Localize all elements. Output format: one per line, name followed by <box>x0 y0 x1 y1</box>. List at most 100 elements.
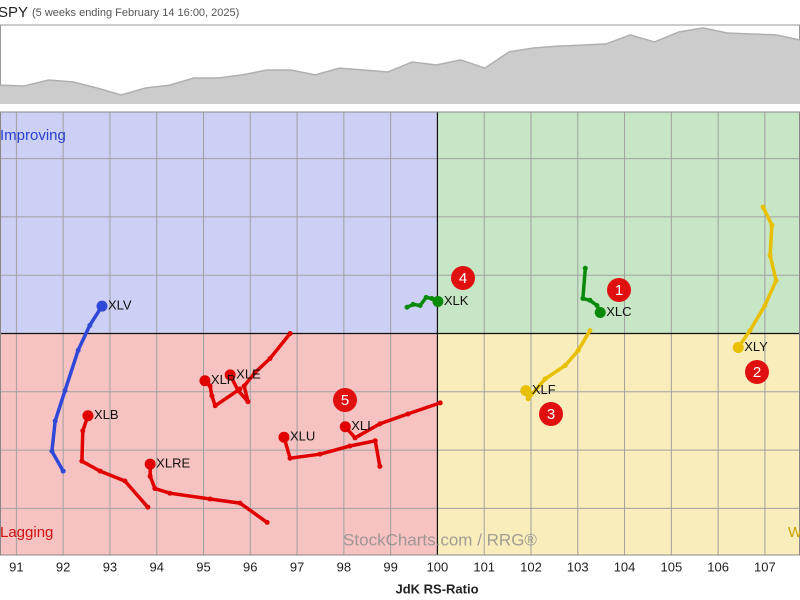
quadrant-label: Improving <box>0 127 66 144</box>
trail-point <box>582 265 588 271</box>
series-label: XLU <box>290 429 315 444</box>
trail-point <box>760 204 766 210</box>
x-tick-label: 102 <box>520 559 542 574</box>
trail-point <box>97 468 103 474</box>
trail-point <box>245 399 251 405</box>
trail-point <box>241 383 247 389</box>
trail-point <box>562 363 568 369</box>
trail-point <box>377 421 383 427</box>
annotation-badge <box>451 266 475 290</box>
trail <box>282 435 382 469</box>
quadrant-lagging <box>0 333 438 555</box>
quadrant-label: Lagging <box>0 524 53 541</box>
trail-point <box>237 500 243 506</box>
x-tick-label: 95 <box>196 559 210 574</box>
trail-point <box>287 331 293 336</box>
series-label: XLB <box>94 407 119 422</box>
trail-point <box>767 252 773 258</box>
series-label: XLE <box>236 366 261 381</box>
trail-point <box>122 478 128 484</box>
trail-point <box>580 296 586 302</box>
x-tick-label: 105 <box>660 559 682 574</box>
trail-head <box>339 421 351 433</box>
annotation-badge <box>745 360 769 384</box>
annotation-text: 4 <box>459 270 467 287</box>
trail-point <box>207 383 213 389</box>
quadrant-label: W <box>788 524 800 541</box>
trail-point <box>594 303 600 309</box>
trail-head <box>199 375 211 387</box>
x-tick-label: 92 <box>56 559 70 574</box>
trail-head <box>732 341 744 353</box>
annotation-text: 3 <box>547 406 555 423</box>
trail-point <box>542 376 548 382</box>
trail-head <box>144 458 156 470</box>
trail-point <box>417 303 423 309</box>
quadrant-weakening <box>437 333 800 555</box>
x-tick-label: 91 <box>9 559 23 574</box>
trail-point <box>525 396 531 402</box>
trail-point <box>60 468 66 474</box>
chart-subtitle: (5 weeks ending February 14 16:00, 2025) <box>32 7 239 19</box>
annotation-text: 2 <box>753 364 761 381</box>
trail-point <box>252 370 258 376</box>
quadrant-improving <box>0 112 438 334</box>
trail-point <box>209 393 215 399</box>
trail-head <box>96 300 108 312</box>
price-line <box>0 27 800 96</box>
trail-point <box>207 496 213 502</box>
trail-point <box>49 448 55 454</box>
trail-point <box>437 400 443 406</box>
x-tick-label: 107 <box>754 559 776 574</box>
x-tick-label: 106 <box>707 559 729 574</box>
trail-head <box>520 385 532 397</box>
trail-point <box>587 297 593 303</box>
series-label: XLP <box>211 372 236 387</box>
trail-point <box>405 411 411 417</box>
annotation-text: 1 <box>615 282 623 299</box>
annotation-text: 5 <box>341 392 349 409</box>
trail-head <box>224 369 236 381</box>
trail <box>80 413 150 509</box>
trail-head <box>278 431 290 443</box>
series-label: XLK <box>444 293 469 308</box>
trail-point <box>75 347 81 353</box>
trail-point <box>212 403 218 409</box>
trail-point <box>377 463 383 469</box>
trail-point <box>769 222 775 228</box>
trail-point <box>152 486 158 492</box>
trail-point <box>317 451 323 457</box>
series-label: XLF <box>532 382 556 397</box>
series-label: XLV <box>108 298 132 313</box>
trail-point <box>773 277 779 283</box>
chart-title: SPY <box>0 4 28 21</box>
series-label: XLY <box>744 339 768 354</box>
trail-point <box>410 301 416 307</box>
x-tick-label: 96 <box>243 559 257 574</box>
annotation-badge <box>607 278 631 302</box>
trail-head <box>432 295 444 307</box>
trail-point <box>167 490 173 496</box>
x-tick-label: 98 <box>337 559 351 574</box>
trail-point <box>87 322 93 328</box>
trail-point <box>145 504 151 510</box>
x-tick-label: 101 <box>473 559 495 574</box>
series-label: XLI <box>351 418 371 433</box>
trail-point <box>237 386 243 392</box>
trail-point <box>79 458 85 464</box>
x-tick-label: 100 <box>427 559 449 574</box>
trail-point <box>423 294 429 300</box>
series-label: XLC <box>606 304 631 319</box>
trail-point <box>80 428 86 434</box>
trail-point <box>347 443 353 449</box>
x-tick-label: 99 <box>383 559 397 574</box>
trail-point <box>587 328 593 334</box>
trail-point <box>575 347 581 353</box>
x-tick-label: 97 <box>290 559 304 574</box>
annotation-badge <box>333 388 357 412</box>
trail-head <box>594 307 606 319</box>
trail-point <box>287 455 293 461</box>
series-label: XLRE <box>156 456 190 471</box>
trail-head <box>82 410 94 422</box>
